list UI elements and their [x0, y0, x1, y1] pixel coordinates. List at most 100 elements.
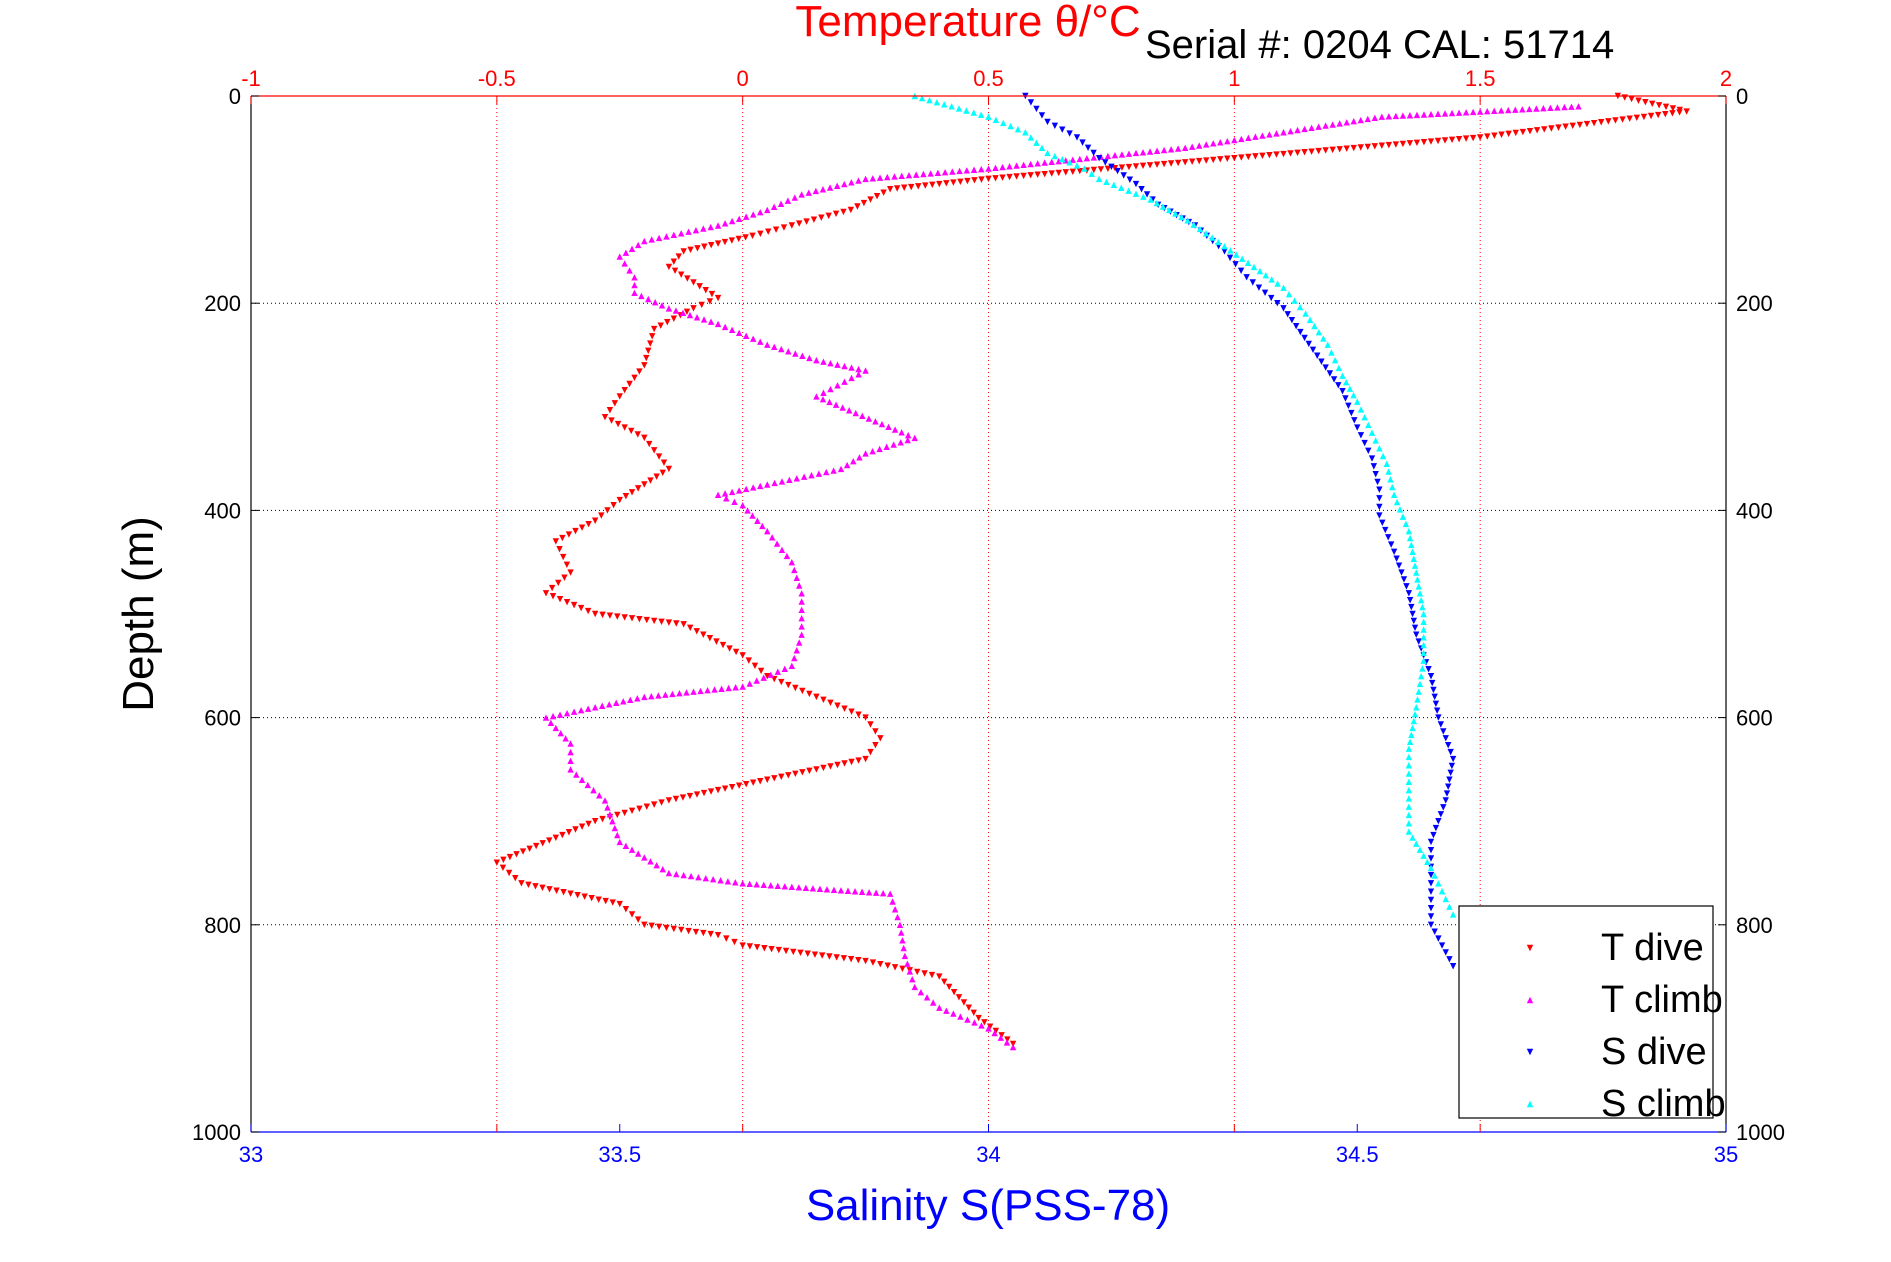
s-climb-marker — [1320, 335, 1327, 342]
t-dive-marker — [867, 196, 874, 203]
t-dive-marker — [591, 517, 599, 524]
s-climb-marker — [1296, 303, 1304, 311]
t-climb-marker — [1512, 106, 1519, 113]
t-dive-marker — [598, 512, 605, 519]
s-dive-marker — [1368, 455, 1376, 462]
t-dive-marker — [975, 1014, 982, 1022]
t-dive-marker — [1343, 145, 1350, 152]
s-dive-marker — [1427, 871, 1435, 879]
s-climb-marker — [1409, 834, 1416, 841]
s-climb-marker — [1331, 356, 1339, 364]
t-dive-marker — [1640, 113, 1648, 121]
t-dive-marker — [965, 1004, 973, 1011]
t-climb-marker — [899, 937, 906, 944]
t-dive-marker — [1392, 141, 1400, 148]
t-dive-marker — [548, 584, 556, 592]
t-climb-marker — [549, 712, 557, 720]
t-climb-marker — [889, 898, 896, 905]
t-dive-marker — [1491, 132, 1498, 139]
t-climb-marker — [606, 701, 613, 708]
t-climb-marker — [1427, 110, 1435, 118]
t-dive-marker — [964, 177, 971, 185]
t-dive-marker — [671, 267, 679, 275]
t-climb-marker — [833, 182, 841, 189]
s-dive-marker — [1284, 311, 1291, 318]
t-dive-marker — [525, 881, 532, 889]
t-dive-marker — [701, 243, 708, 250]
t-climb-marker — [714, 320, 722, 328]
t-climb-marker — [692, 226, 700, 234]
t-dive-marker — [693, 628, 700, 635]
t-dive-marker — [1505, 130, 1512, 138]
t-climb-marker — [663, 233, 670, 240]
t-climb-marker — [557, 729, 564, 737]
t-climb-marker — [773, 540, 781, 547]
s-dive-marker — [1390, 548, 1398, 556]
t-dive-marker — [1196, 157, 1203, 165]
t-dive-marker — [555, 579, 562, 587]
left-depth-tick-label: 400 — [204, 498, 241, 523]
t-dive-marker — [1647, 112, 1655, 120]
t-dive-marker — [631, 374, 638, 381]
s-dive-marker — [1335, 382, 1342, 389]
t-climb-marker — [1188, 143, 1196, 150]
s-climb-marker — [1420, 610, 1427, 618]
t-climb-marker — [556, 711, 564, 718]
s-climb-marker — [1416, 680, 1424, 688]
t-dive-marker — [818, 214, 825, 221]
t-climb-marker — [872, 889, 880, 896]
t-dive-marker — [611, 400, 619, 407]
s-climb-marker — [1389, 483, 1396, 491]
t-dive-marker — [622, 906, 630, 913]
t-dive-marker — [1427, 138, 1435, 145]
s-climb-marker — [1227, 247, 1234, 254]
s-dive-marker — [1237, 267, 1245, 275]
s-dive-marker — [1448, 762, 1456, 770]
t-dive-marker — [750, 779, 757, 786]
s-climb-marker — [970, 109, 977, 116]
t-dive-marker — [690, 305, 697, 312]
t-climb-marker — [687, 872, 695, 880]
t-dive-marker — [860, 199, 868, 207]
t-dive-marker — [519, 848, 527, 855]
t-climb-marker — [917, 988, 925, 996]
t-climb-marker — [820, 389, 827, 396]
t-dive-marker — [1612, 117, 1619, 124]
t-dive-marker — [1512, 129, 1519, 137]
s-climb-marker — [1280, 284, 1287, 291]
t-dive-marker — [672, 795, 680, 803]
t-climb-marker — [611, 824, 619, 832]
t-climb-marker — [791, 194, 798, 201]
legend-box — [1458, 905, 1714, 1119]
t-climb-marker — [669, 690, 676, 698]
t-dive-marker — [556, 546, 563, 553]
t-dive-marker — [735, 782, 743, 789]
t-dive-marker — [552, 834, 560, 841]
t-dive-marker — [1583, 120, 1591, 128]
t-climb-marker — [799, 352, 806, 359]
t-dive-marker — [780, 224, 788, 231]
t-dive-marker — [714, 786, 722, 794]
t-climb-marker — [700, 225, 707, 232]
t-dive-marker — [742, 234, 749, 241]
t-climb-marker — [749, 512, 756, 519]
s-dive-marker — [1132, 180, 1140, 188]
t-climb-marker — [841, 362, 848, 370]
t-climb-marker — [848, 374, 855, 382]
s-climb-marker — [1383, 460, 1390, 467]
t-dive-marker — [559, 831, 566, 839]
t-climb-marker — [628, 245, 636, 253]
t-dive-marker — [599, 815, 606, 823]
t-dive-marker — [790, 948, 797, 956]
t-dive-marker — [621, 614, 628, 621]
t-climb-marker — [796, 582, 803, 589]
t-dive-marker — [981, 1019, 988, 1026]
t-dive-marker — [683, 308, 691, 316]
s-climb-marker — [1140, 193, 1147, 200]
t-dive-marker — [599, 611, 606, 619]
s-dive-marker — [1405, 590, 1413, 597]
t-climb-marker — [872, 418, 879, 425]
t-dive-marker — [713, 638, 720, 645]
t-dive-marker — [650, 617, 658, 625]
t-climb-marker — [1003, 1039, 1011, 1046]
